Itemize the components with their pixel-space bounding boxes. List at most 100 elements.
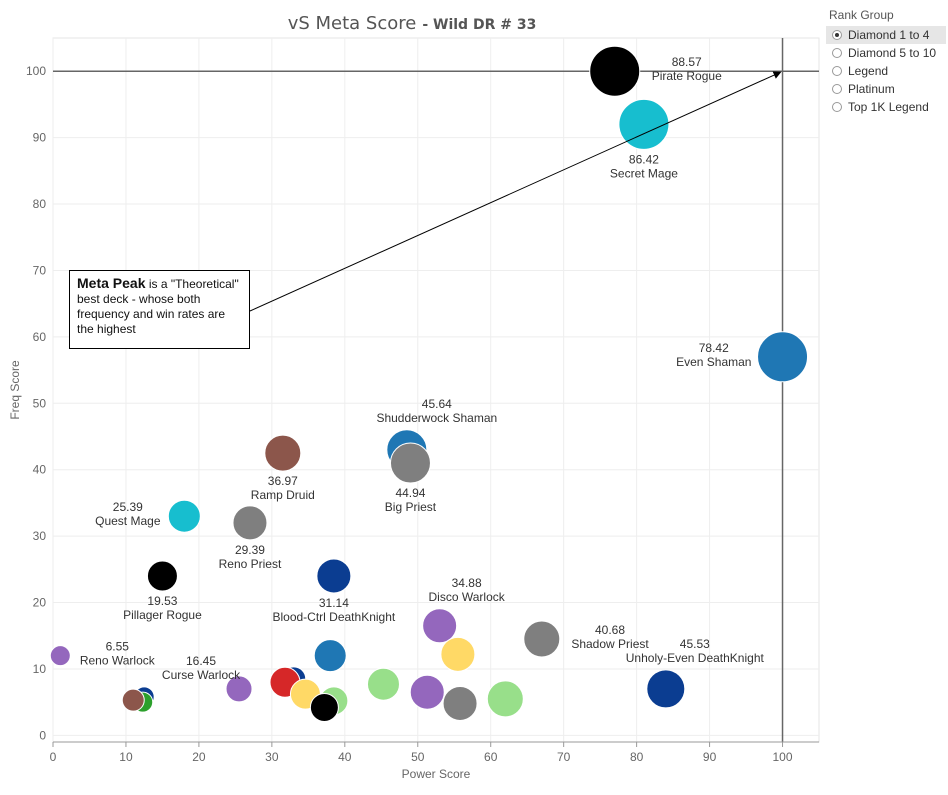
data-point[interactable] bbox=[409, 674, 445, 710]
data-point[interactable] bbox=[589, 45, 641, 97]
legend-title: Rank Group bbox=[829, 8, 894, 22]
legend-option[interactable]: Diamond 5 to 10 bbox=[826, 44, 946, 62]
data-point[interactable] bbox=[389, 442, 431, 484]
axes: 0 10 20 30 40 50 60 70 80 90 100 0 10 20 30 40 50 60 70 80 9… bbox=[26, 64, 819, 764]
y-tick-label: 0 bbox=[39, 728, 46, 742]
data-label-name: Secret Mage bbox=[610, 166, 678, 180]
radio-icon[interactable] bbox=[832, 84, 842, 94]
data-label-name: Disco Warlock bbox=[429, 590, 506, 604]
data-point[interactable] bbox=[264, 434, 302, 472]
data-label: 40.68 Shadow Priest bbox=[571, 623, 649, 651]
data-label-value: 34.88 bbox=[452, 576, 482, 590]
legend-option-label: Top 1K Legend bbox=[848, 100, 929, 114]
data-label: 88.57 Pirate Rogue bbox=[652, 55, 722, 83]
data-label: 29.39 Reno Priest bbox=[219, 543, 282, 571]
legend-option-label: Diamond 1 to 4 bbox=[848, 28, 930, 42]
y-tick-label: 70 bbox=[33, 263, 47, 277]
data-label-value: 6.55 bbox=[106, 640, 130, 654]
data-label-name: Unholy-Even DeathKnight bbox=[626, 651, 765, 665]
data-label: 45.64 Shudderwock Shaman bbox=[376, 397, 497, 425]
data-label-name: Pirate Rogue bbox=[652, 69, 722, 83]
data-label: 25.39 Quest Mage bbox=[95, 500, 161, 528]
data-point[interactable] bbox=[232, 505, 268, 541]
legend-option[interactable]: Top 1K Legend bbox=[826, 98, 946, 116]
legend-option[interactable]: Legend bbox=[826, 62, 946, 80]
y-tick-label: 90 bbox=[33, 131, 47, 145]
data-label: 86.42 Secret Mage bbox=[610, 152, 678, 180]
data-label-name: Shadow Priest bbox=[571, 637, 649, 651]
data-point[interactable] bbox=[49, 645, 71, 667]
radio-icon[interactable] bbox=[832, 48, 842, 58]
chart-title-main: vS Meta Score bbox=[288, 13, 417, 34]
meta-peak-annotation: Meta Peak is a "Theoretical" best deck -… bbox=[69, 270, 250, 349]
chart-subtitle: - Wild DR # 33 bbox=[422, 17, 536, 33]
data-point[interactable] bbox=[442, 685, 478, 721]
y-tick-label: 60 bbox=[33, 330, 47, 344]
x-axis-title: Power Score bbox=[402, 767, 471, 781]
x-tick-label: 70 bbox=[557, 750, 571, 764]
annotation-arrow bbox=[249, 71, 782, 312]
legend-option-label: Platinum bbox=[848, 82, 895, 96]
data-label-name: Even Shaman bbox=[676, 355, 751, 369]
data-point[interactable] bbox=[618, 98, 670, 150]
data-label-name: Shudderwock Shaman bbox=[376, 411, 497, 425]
data-point[interactable] bbox=[523, 620, 561, 658]
data-point[interactable] bbox=[757, 331, 809, 383]
data-point[interactable] bbox=[121, 688, 145, 712]
radio-icon[interactable] bbox=[832, 102, 842, 112]
data-label-value: 44.94 bbox=[395, 486, 425, 500]
data-point[interactable] bbox=[309, 692, 339, 722]
radio-dot-icon bbox=[835, 33, 839, 37]
data-label-value: 25.39 bbox=[113, 500, 143, 514]
data-point[interactable] bbox=[440, 636, 476, 672]
x-tick-label: 90 bbox=[703, 750, 717, 764]
x-tick-label: 80 bbox=[630, 750, 644, 764]
data-labels: 88.57 Pirate Rogue 86.42 Secret Mage 78.42 Ev… bbox=[80, 55, 765, 682]
data-point[interactable] bbox=[167, 499, 201, 533]
data-point[interactable] bbox=[146, 560, 178, 592]
data-label-value: 86.42 bbox=[629, 152, 659, 166]
legend-option[interactable]: Platinum bbox=[826, 80, 946, 98]
x-tick-label: 50 bbox=[411, 750, 425, 764]
data-label: 36.97 Ramp Druid bbox=[251, 474, 315, 502]
data-point[interactable] bbox=[313, 639, 347, 673]
y-tick-label: 10 bbox=[33, 662, 47, 676]
data-label-value: 31.14 bbox=[319, 596, 349, 610]
data-label-value: 45.64 bbox=[422, 397, 452, 411]
data-point[interactable] bbox=[422, 608, 458, 644]
data-label: 78.42 Even Shaman bbox=[676, 341, 751, 369]
data-label: 31.14 Blood-Ctrl DeathKnight bbox=[272, 596, 395, 624]
data-points bbox=[49, 45, 809, 722]
data-label-value: 19.53 bbox=[147, 594, 177, 608]
legend-items: Diamond 1 to 4 Diamond 5 to 10 Legend Plati… bbox=[826, 26, 946, 116]
data-point[interactable] bbox=[646, 669, 686, 709]
annotation-arrow-line bbox=[249, 71, 782, 312]
data-point[interactable] bbox=[225, 675, 253, 703]
radio-icon[interactable] bbox=[832, 66, 842, 76]
data-label-name: Ramp Druid bbox=[251, 488, 315, 502]
data-point[interactable] bbox=[316, 558, 352, 594]
x-tick-label: 60 bbox=[484, 750, 498, 764]
legend-option-label: Legend bbox=[848, 64, 889, 78]
x-tick-label: 10 bbox=[119, 750, 133, 764]
data-label-value: 78.42 bbox=[699, 341, 729, 355]
data-label-name: Pillager Rogue bbox=[123, 608, 202, 622]
data-label-name: Quest Mage bbox=[95, 514, 161, 528]
data-label-value: 29.39 bbox=[235, 543, 265, 557]
radio-icon[interactable] bbox=[832, 30, 842, 40]
data-label-value: 36.97 bbox=[268, 474, 298, 488]
annotation-bold: Meta Peak bbox=[77, 275, 146, 291]
data-label-name: Blood-Ctrl DeathKnight bbox=[272, 610, 395, 624]
data-label: 34.88 Disco Warlock bbox=[429, 576, 506, 604]
data-label: 19.53 Pillager Rogue bbox=[123, 594, 202, 622]
legend-option[interactable]: Diamond 1 to 4 bbox=[826, 26, 946, 44]
data-point[interactable] bbox=[486, 680, 524, 718]
x-tick-label: 0 bbox=[50, 750, 57, 764]
data-label: 44.94 Big Priest bbox=[385, 486, 437, 514]
data-label-name: Curse Warlock bbox=[162, 668, 241, 682]
data-point[interactable] bbox=[366, 667, 400, 701]
data-label-value: 16.45 bbox=[186, 654, 216, 668]
data-label-name: Big Priest bbox=[385, 500, 437, 514]
data-label: 45.53 Unholy-Even DeathKnight bbox=[626, 637, 765, 665]
